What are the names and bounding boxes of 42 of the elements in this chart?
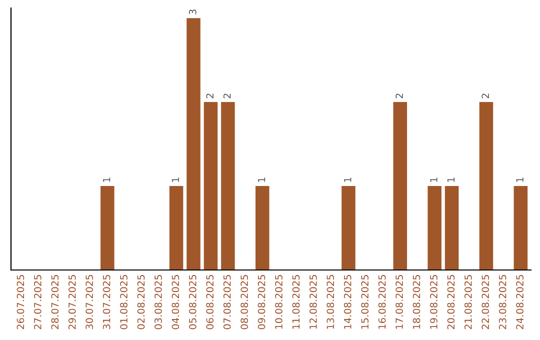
x-tick-label: 28.07.2025 (51, 275, 59, 330)
x-tick-label: 29.07.2025 (68, 275, 76, 330)
x-tick-label: 19.08.2025 (430, 275, 438, 329)
data-label: 1 (447, 178, 454, 182)
x-tick-label: 24.08.2025 (516, 275, 524, 330)
data-label: 2 (223, 94, 231, 98)
x-tick-label: 03.08.2025 (154, 275, 162, 330)
x-tick-label: 11.08.2025 (292, 275, 300, 329)
x-tick-label: 18.08.2025 (412, 275, 420, 329)
x-tick-label: 05.08.2025 (188, 275, 196, 330)
data-label: 1 (258, 178, 266, 182)
data-label: 2 (482, 94, 489, 98)
x-tick-label: 08.08.2025 (240, 275, 248, 330)
data-label: 1 (430, 178, 438, 182)
x-tick-label: 15.08.2025 (361, 275, 369, 329)
x-tick-label: 26.07.2025 (16, 275, 24, 330)
data-label: 1 (103, 178, 110, 182)
x-tick-label: 06.08.2025 (206, 275, 214, 330)
x-tick-label: 21.08.2025 (464, 275, 472, 330)
x-tick-label: 16.08.2025 (378, 275, 386, 329)
x-tick-label: 17.08.2025 (396, 275, 403, 329)
x-tick-label: 20.08.2025 (447, 275, 455, 330)
x-tick-label: 14.08.2025 (344, 275, 352, 329)
data-label: 1 (516, 178, 524, 182)
data-label: 2 (396, 94, 403, 98)
x-tick-label: 01.08.2025 (120, 275, 128, 330)
x-tick-label: 04.08.2025 (172, 275, 180, 330)
x-tick-label: 23.08.2025 (498, 275, 506, 330)
x-tick-label: 12.08.2025 (310, 275, 317, 329)
x-tick-label: 31.07.2025 (102, 275, 110, 330)
x-tick-label: 27.07.2025 (34, 275, 42, 330)
data-label: 3 (188, 10, 196, 14)
x-tick-label: 13.08.2025 (326, 275, 334, 329)
data-label: 1 (172, 178, 179, 182)
x-tick-label: 22.08.2025 (482, 275, 490, 330)
x-tick-label: 10.08.2025 (275, 275, 282, 329)
x-tick-label: 02.08.2025 (137, 275, 145, 330)
x-tick-label: 07.08.2025 (223, 275, 231, 330)
x-tick-label: 30.07.2025 (86, 275, 94, 330)
data-label: 1 (344, 178, 352, 182)
x-tick-label: 09.08.2025 (258, 275, 266, 330)
data-label: 2 (206, 94, 214, 98)
